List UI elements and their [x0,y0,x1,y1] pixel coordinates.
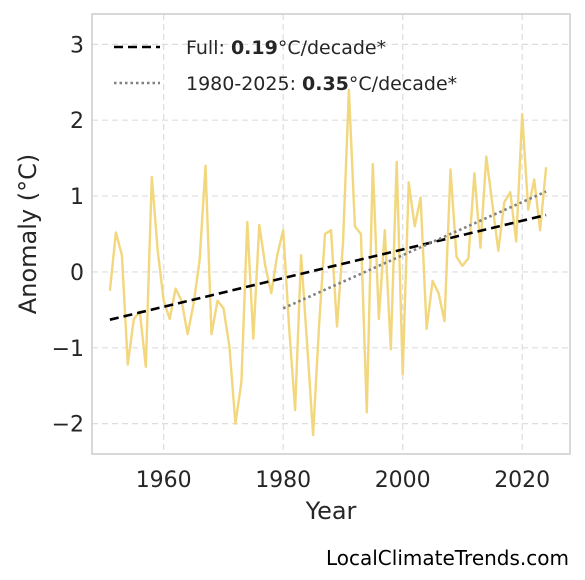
y-axis-label: Anomaly (°C) [14,154,42,314]
legend-rate-value: 0.19 [231,37,278,59]
x-tick-label: 1980 [255,468,311,493]
legend-suffix: °C/decade* [278,37,386,59]
plot-frame [91,13,571,455]
legend-rate-value: 0.35 [302,73,349,95]
y-tick-label: −1 [52,337,84,362]
tick-labels: 1960 1980 2000 2020 −2 −1 0 1 2 3 [52,33,551,493]
full-trend-line [109,213,547,321]
x-axis-label: Year [305,497,357,525]
legend-suffix: °C/decade* [349,73,457,95]
y-tick-label: 0 [70,261,84,286]
legend-entry: 1980-2025: 0.35°C/decade* [186,73,457,95]
x-tick-label: 2000 [375,468,431,493]
recent-trend-line [282,190,547,310]
x-tick-label: 2020 [494,468,550,493]
y-tick-label: 2 [70,109,84,134]
legend: Full: 0.19°C/decade*1980-2025: 0.35°C/de… [114,37,457,95]
legend-prefix: Full: [186,37,231,59]
legend-prefix: 1980-2025: [186,73,302,95]
y-tick-label: 1 [70,185,84,210]
watermark-text: LocalClimateTrends.com [325,546,569,570]
series-lines [108,88,548,437]
y-tick-label: 3 [70,33,84,58]
y-tick-label: −2 [52,413,84,438]
legend-entry: Full: 0.19°C/decade* [186,37,386,59]
x-tick-label: 1960 [136,468,192,493]
anomaly-series-line [108,88,548,437]
